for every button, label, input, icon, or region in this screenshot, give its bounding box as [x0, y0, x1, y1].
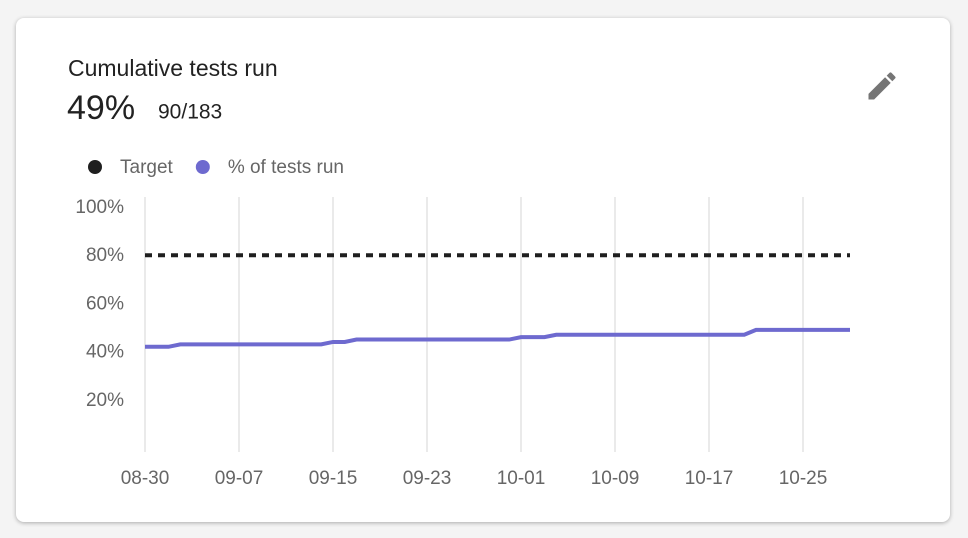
legend-marker [195, 160, 210, 174]
series-line [145, 327, 850, 349]
x-tick-label: 10-17 [685, 468, 734, 489]
x-tick-label: 10-25 [779, 468, 828, 489]
y-tick-label: 40% [86, 342, 124, 363]
chart-title: Cumulative tests run [68, 55, 278, 81]
x-tick-label: 09-23 [403, 468, 452, 489]
legend-label: % of tests run [228, 157, 344, 178]
stat-detail: 90/183 [158, 101, 222, 124]
legend-marker [88, 160, 102, 174]
x-tick-label: 08-30 [121, 468, 170, 489]
x-tick-label: 09-07 [215, 468, 264, 489]
y-tick-label: 100% [75, 197, 124, 218]
y-tick-label: 20% [86, 390, 124, 411]
x-tick-label: 10-01 [497, 468, 546, 489]
y-tick-label: 60% [86, 293, 124, 314]
stat: 49% [67, 89, 135, 127]
edit-button[interactable] [868, 72, 896, 100]
edit-icon[interactable] [868, 72, 896, 100]
card [16, 18, 950, 522]
y-tick-label: 80% [86, 245, 124, 266]
x-tick-label: 10-09 [591, 468, 640, 489]
x-tick-label: 09-15 [309, 468, 358, 489]
legend-label: Target [120, 157, 174, 178]
